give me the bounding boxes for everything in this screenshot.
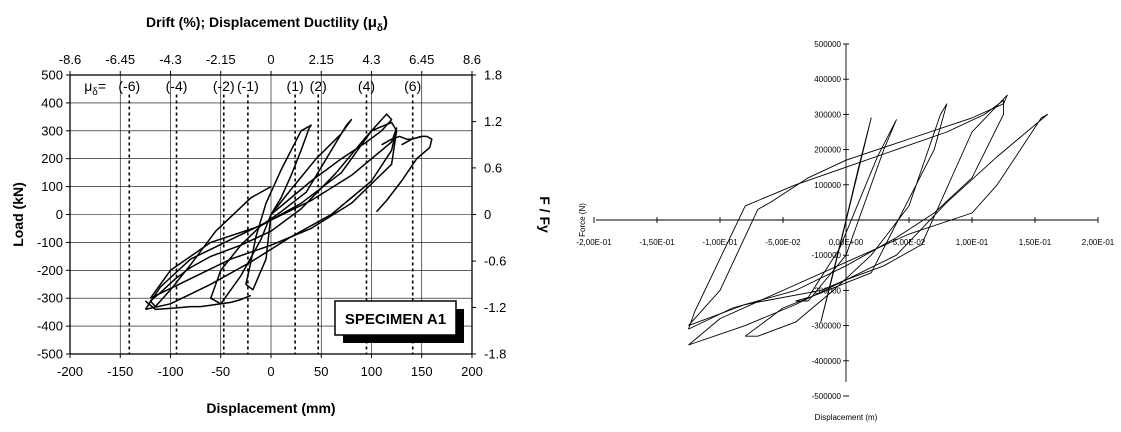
- right-ytick-label: -400000: [812, 357, 842, 366]
- right-series-line: [744, 103, 948, 337]
- right-ytick-label: -500000: [812, 392, 842, 401]
- left-series-line: [149, 121, 398, 299]
- right-xtick-label: -1,00E-01: [702, 238, 738, 247]
- left-top-tick-label: -6.45: [105, 52, 135, 67]
- ductility-label: (-4): [166, 78, 188, 94]
- ductility-eq: =: [98, 78, 106, 94]
- left-ytick-label: 500: [41, 68, 63, 83]
- left-series-line: [209, 118, 353, 305]
- left-xtick-label: -200: [57, 364, 83, 379]
- ductility-label: (6): [404, 78, 421, 94]
- right-y-axis-title: Force (N): [578, 203, 587, 237]
- left-xtick-label: -150: [107, 364, 133, 379]
- ductility-label: (-6): [118, 78, 140, 94]
- right-xtick-label: 0,00E+00: [829, 238, 864, 247]
- left-top-tick-label: -4.3: [159, 52, 181, 67]
- left-ytick-label: -300: [37, 291, 63, 306]
- ductility-prefix: μδ=: [84, 78, 106, 98]
- left-ytick-label: 300: [41, 123, 63, 138]
- left-top-tick-label: 4.3: [362, 52, 380, 67]
- right-ytick-label: 500000: [814, 40, 841, 49]
- right-series-line: [688, 113, 1049, 346]
- left-xtick-label: 200: [461, 364, 483, 379]
- ductility-label: (2): [310, 78, 327, 94]
- right-ytick-label: 100000: [814, 181, 841, 190]
- right-ytick-label: -100000: [812, 251, 842, 260]
- ductility-label: (1): [287, 78, 304, 94]
- left-xtick-label: 0: [267, 364, 274, 379]
- ductility-label: (4): [358, 78, 375, 94]
- left-top-axis-title: Drift (%); Displacement Ductility (μδ): [146, 14, 388, 34]
- left-y2tick-label: 1.2: [484, 114, 502, 129]
- right-series-line: [820, 117, 872, 323]
- right-series-line: [688, 99, 1004, 330]
- left-ytick-label: 0: [56, 207, 63, 222]
- right-chart: -2,00E-01 -1,50E-01 -1,00E-01 -5,00E-02 0,00…: [576, 40, 1114, 422]
- left-series-line: [245, 124, 312, 291]
- left-y2tick-label: -1.8: [484, 347, 506, 362]
- annotation-text: SPECIMEN A1: [345, 311, 446, 328]
- left-series-line: [149, 113, 393, 308]
- left-series-line: [144, 294, 252, 311]
- left-y2tick-label: 0.6: [484, 160, 502, 175]
- right-ytick-label: -300000: [812, 322, 842, 331]
- left-chart: -500-400-300-200-1000100200300400500-200…: [10, 14, 553, 416]
- left-series-line: [381, 135, 423, 146]
- left-y-axis-title: Load (kN): [10, 182, 26, 247]
- left-xtick-label: 50: [314, 364, 328, 379]
- left-top-tick-label: 6.45: [409, 52, 434, 67]
- left-xtick-label: 100: [361, 364, 383, 379]
- ductility-label: (-1): [237, 78, 259, 94]
- right-xtick-label: -5,00E-02: [765, 238, 801, 247]
- left-ytick-label: 400: [41, 95, 63, 110]
- top-axis-title-close: ): [383, 14, 388, 31]
- left-series-line: [144, 127, 398, 311]
- annotation-box: [334, 300, 457, 336]
- right-ytick-label: 400000: [814, 75, 841, 84]
- top-axis-title-sub: δ: [377, 23, 383, 34]
- left-xtick-label: -100: [157, 364, 183, 379]
- left-ytick-label: 200: [41, 151, 63, 166]
- left-ytick-label: -400: [37, 319, 63, 334]
- left-y2tick-label: 1.8: [484, 68, 502, 83]
- left-top-tick-label: 8.6: [463, 52, 481, 67]
- left-ytick-label: -500: [37, 347, 63, 362]
- right-x-axis-title: Displacement (m): [815, 413, 878, 422]
- left-top-tick-label: -8.6: [59, 52, 81, 67]
- left-ytick-label: -200: [37, 263, 63, 278]
- left-y2tick-label: -1.2: [484, 300, 506, 315]
- top-axis-title-mu: μ: [368, 14, 377, 31]
- right-xtick-label: 1,00E-01: [956, 238, 989, 247]
- left-xtick-label: 150: [411, 364, 433, 379]
- right-xtick-label: 2,00E-01: [1082, 238, 1115, 247]
- left-ytick-label: 100: [41, 179, 63, 194]
- left-y2-axis-title: F / Fy: [537, 196, 553, 233]
- ductility-sub: δ: [92, 87, 98, 98]
- ductility-mu: μ: [84, 78, 92, 94]
- right-xtick-label: 5,00E-02: [893, 238, 926, 247]
- top-axis-title-main: Drift (%); Displacement Ductility (: [146, 14, 368, 30]
- left-y2tick-label: -0.6: [484, 254, 506, 269]
- right-xtick-label: 1,50E-01: [1019, 238, 1052, 247]
- ductility-label: (-2): [213, 78, 235, 94]
- right-ytick-label: 300000: [814, 110, 841, 119]
- left-y2tick-label: 0: [484, 207, 491, 222]
- left-x-axis-title: Displacement (mm): [206, 400, 335, 416]
- left-top-tick-label: 0: [267, 52, 274, 67]
- left-xtick-label: -50: [211, 364, 230, 379]
- left-ytick-label: -100: [37, 235, 63, 250]
- right-xtick-label: -1,50E-01: [639, 238, 675, 247]
- right-ytick-label: 200000: [814, 146, 841, 155]
- left-top-tick-label: 2.15: [309, 52, 334, 67]
- left-top-tick-label: -2.15: [206, 52, 236, 67]
- right-xtick-label: -2,00E-01: [576, 238, 612, 247]
